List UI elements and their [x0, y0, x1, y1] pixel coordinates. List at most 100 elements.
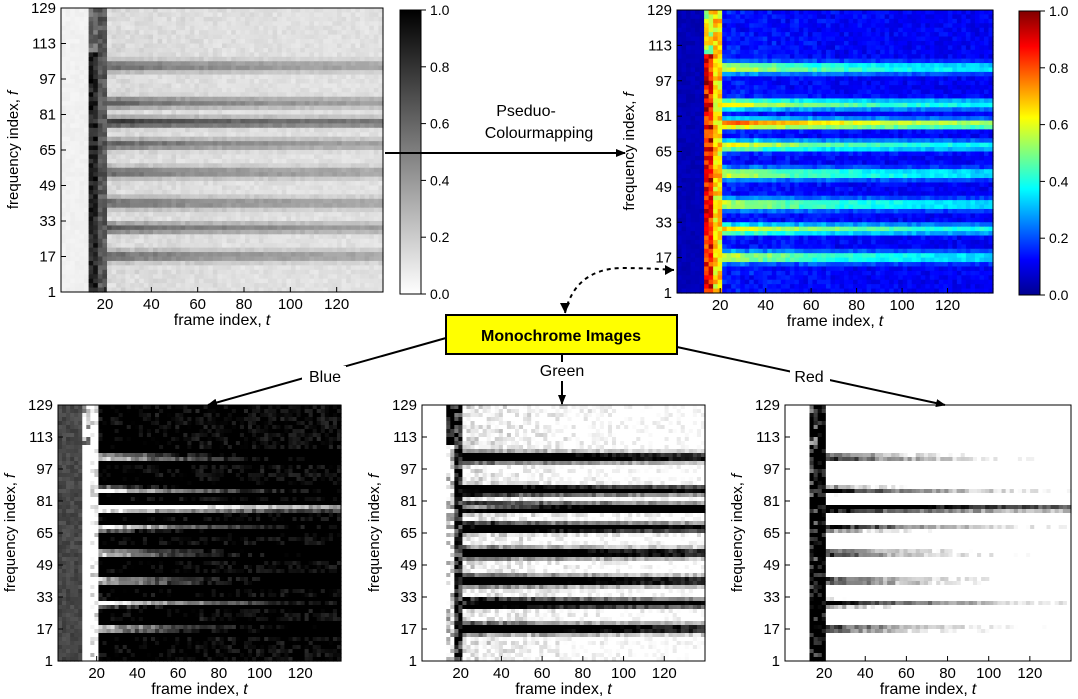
- colorbar-colour: 0.0 0.2 0.4 0.6 0.8 1.0: [1018, 3, 1069, 303]
- x-tick-label: 80: [574, 665, 591, 682]
- x-tick-label: 40: [757, 297, 774, 314]
- x-tick-label: 80: [210, 665, 227, 682]
- heatmap-cells: [422, 405, 706, 662]
- x-tick-label: 80: [848, 297, 865, 314]
- colorbar-tick-label: 0.0: [1049, 287, 1069, 303]
- y-tick-label: 49: [763, 557, 780, 574]
- y-tick-label: 17: [39, 249, 56, 266]
- y-tick-label: 97: [655, 73, 672, 90]
- x-tick-label: 20: [88, 665, 105, 682]
- x-tick-label: 40: [143, 296, 160, 313]
- colorbar-tick-label: 0.2: [430, 229, 450, 245]
- heatmap-cells: [61, 8, 384, 293]
- monochrome-images-box: Monochrome Images: [445, 314, 678, 355]
- x-axis-label: frame index, t: [151, 681, 248, 698]
- x-tick-label: 40: [129, 665, 146, 682]
- y-axis-label: frequency index,f: [621, 91, 638, 211]
- colorbar-tick-label: 1.0: [1049, 3, 1069, 19]
- blue-channel-label: Blue: [309, 369, 341, 386]
- y-tick-label: 1: [772, 653, 780, 670]
- colorbar-tick-label: 0.8: [430, 59, 450, 75]
- panel-colour: 1 17 33 49 65 81 97 113 129 20 40 60 80 100 120 frame i…: [621, 2, 994, 330]
- y-tick-label: 97: [39, 71, 56, 88]
- y-tick-label: 129: [647, 2, 672, 19]
- x-tick-label: 100: [278, 296, 303, 313]
- y-axis-label: frequency index,f: [729, 472, 746, 592]
- y-tick-label: 1: [45, 653, 53, 670]
- x-tick-label: 80: [236, 296, 253, 313]
- y-tick-label: 49: [39, 178, 56, 195]
- x-tick-label: 120: [288, 665, 313, 682]
- heatmap-cells: [677, 10, 994, 294]
- x-axis-label: frame index, t: [787, 313, 884, 330]
- heatmap-cells: [58, 405, 342, 662]
- y-tick-label: 33: [763, 589, 780, 606]
- y-axis-label: frequency index,f: [5, 89, 22, 209]
- dashed-link-arrow: [560, 265, 675, 314]
- y-tick-label: 49: [36, 557, 53, 574]
- panel-blue: 1 17 33 49 65 81 97 113 129 20 40 60 80 100 120 frame i…: [2, 397, 342, 698]
- x-tick-label: 40: [857, 665, 874, 682]
- y-tick-label: 129: [31, 0, 56, 17]
- panel-red: 1 17 33 49 65 81 97 113 129 20 40 60 80 100 120 frame i…: [729, 397, 1072, 698]
- colorbar-tick-label: 0.2: [1049, 230, 1069, 246]
- x-tick-label: 120: [1017, 665, 1042, 682]
- x-tick-label: 20: [452, 665, 469, 682]
- green-channel-label: Green: [540, 363, 584, 380]
- y-tick-label: 49: [655, 179, 672, 196]
- x-tick-label: 60: [189, 296, 206, 313]
- colorbar-tick-label: 0.6: [430, 116, 450, 132]
- y-tick-label: 33: [36, 589, 53, 606]
- y-tick-label: 113: [29, 429, 53, 446]
- x-axis-label: frame index, t: [880, 681, 977, 698]
- x-tick-label: 100: [247, 665, 272, 682]
- y-tick-label: 1: [409, 653, 417, 670]
- colorbar-tick-label: 0.6: [1049, 117, 1069, 133]
- y-tick-label: 113: [393, 429, 417, 446]
- y-tick-label: 97: [36, 461, 53, 478]
- heatmap-cells: [785, 405, 1072, 662]
- x-tick-label: 120: [935, 297, 960, 314]
- pseudo-label-line2: Colourmapping: [485, 125, 594, 142]
- x-tick-label: 120: [324, 296, 349, 313]
- monochrome-images-label: Monochrome Images: [481, 328, 641, 345]
- x-tick-label: 60: [803, 297, 820, 314]
- colorbar-tick-label: 0.4: [430, 172, 450, 188]
- y-tick-label: 1: [48, 284, 56, 301]
- y-tick-label: 65: [763, 525, 780, 542]
- y-tick-label: 49: [400, 557, 417, 574]
- x-axis-label: frame index, t: [515, 681, 612, 698]
- y-tick-label: 17: [763, 621, 780, 638]
- panel-grayscale: 1 17 33 49 65 81 97 113 129 20 40 60 80 100 120 frame i…: [5, 0, 384, 329]
- y-tick-label: 81: [36, 493, 53, 510]
- pseudo-colourmapping-arrow: Pseduo- Colourmapping: [385, 103, 626, 157]
- y-tick-label: 33: [400, 589, 417, 606]
- x-axis-label: frame index, t: [174, 312, 271, 329]
- y-tick-label: 65: [36, 525, 53, 542]
- y-tick-label: 129: [392, 397, 417, 414]
- x-tick-label: 20: [712, 297, 729, 314]
- y-axis-label: frequency index,f: [2, 472, 19, 592]
- colorbar-tick-label: 1.0: [430, 2, 450, 18]
- y-tick-label: 113: [32, 36, 56, 53]
- panel-green: 1 17 33 49 65 81 97 113 129 20 40 60 80 100 120 frame i…: [366, 397, 706, 698]
- x-tick-label: 120: [652, 665, 677, 682]
- pseudo-label-line1: Pseduo-: [496, 103, 556, 120]
- x-tick-label: 40: [493, 665, 510, 682]
- colorbar-tick-label: 0.8: [1049, 60, 1069, 76]
- y-tick-label: 113: [648, 37, 672, 54]
- x-tick-label: 100: [890, 297, 915, 314]
- y-tick-label: 113: [756, 429, 780, 446]
- x-tick-label: 20: [97, 296, 114, 313]
- green-channel-arrow: Green: [534, 354, 590, 405]
- colorbar-tick-label: 0.4: [1049, 173, 1069, 189]
- y-tick-label: 1: [664, 285, 672, 302]
- red-channel-arrow: Red: [676, 346, 946, 408]
- y-tick-label: 97: [763, 461, 780, 478]
- y-tick-label: 17: [655, 250, 672, 267]
- x-tick-label: 20: [816, 665, 833, 682]
- y-tick-label: 33: [655, 214, 672, 231]
- y-tick-label: 129: [755, 397, 780, 414]
- y-tick-label: 81: [763, 493, 780, 510]
- y-tick-label: 81: [655, 108, 672, 125]
